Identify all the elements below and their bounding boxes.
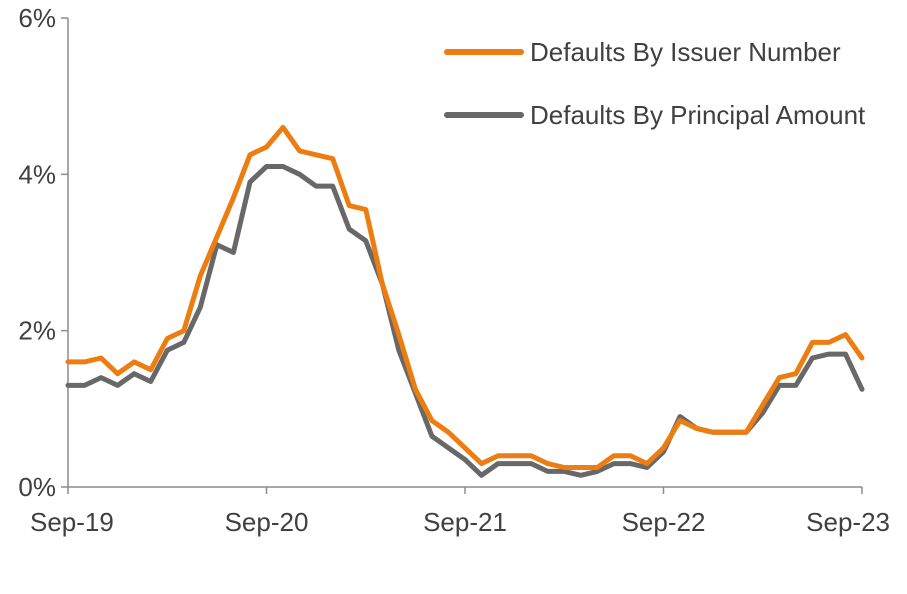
x-tick-label: Sep-21 bbox=[423, 507, 507, 537]
chart-series bbox=[65, 124, 865, 478]
x-tick-label: Sep-22 bbox=[622, 507, 706, 537]
series-line-0 bbox=[65, 124, 865, 470]
x-tick-label: Sep-20 bbox=[225, 507, 309, 537]
x-tick-label: Sep-23 bbox=[806, 507, 890, 537]
x-tick-label: Sep-19 bbox=[30, 507, 114, 537]
chart-legend: Defaults By Issuer Number Defaults By Pri… bbox=[444, 37, 866, 130]
legend-label-0: Defaults By Issuer Number bbox=[530, 37, 841, 67]
y-tick-label: 0% bbox=[18, 472, 56, 502]
y-tick-label: 4% bbox=[18, 159, 56, 189]
legend-label-1: Defaults By Principal Amount bbox=[530, 100, 866, 130]
y-tick-label: 2% bbox=[18, 316, 56, 346]
y-tick-label: 6% bbox=[18, 3, 56, 33]
chart-axes: 0% 2% 4% 6% Sep-19 Sep-20 Sep-21 Sep-22 Sep-23 bbox=[18, 3, 890, 537]
